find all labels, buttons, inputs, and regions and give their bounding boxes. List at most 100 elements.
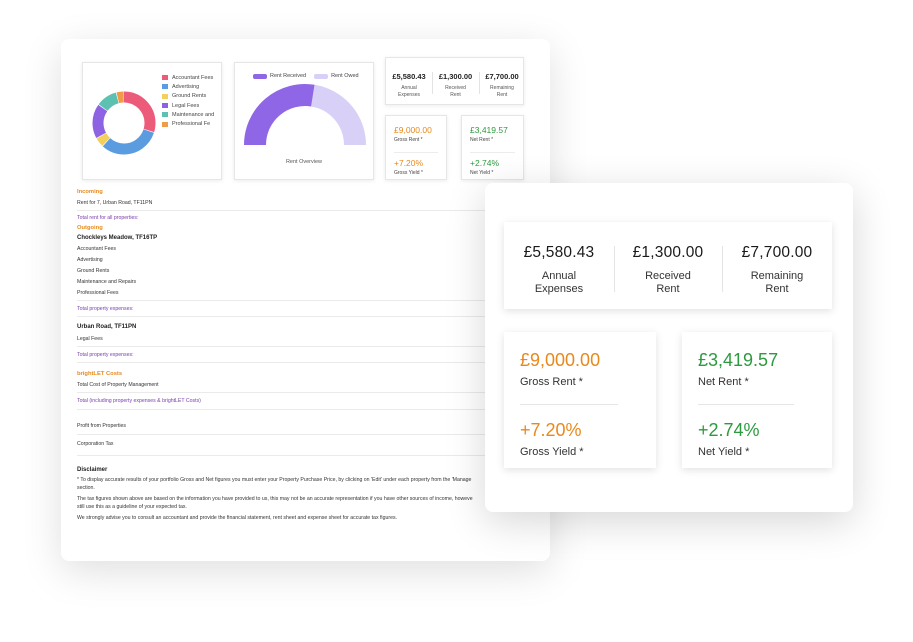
label-line: Expenses (534, 283, 584, 295)
net-yield-value: +2.74% (698, 420, 760, 440)
mini-net-yield-label: Net Yield * (470, 170, 494, 176)
brightlet-row: Total Cost of Property Management (77, 382, 159, 388)
disclaimer-heading: Disclaimer (77, 467, 108, 473)
profit-row: Profit from Properties (77, 423, 127, 429)
donut-slice (92, 91, 156, 155)
gauge-caption: Rent Overview (285, 159, 323, 165)
expense-row: Maintenance and Repairs (77, 279, 137, 285)
mini-net-yield-value: +2.74% (470, 158, 500, 168)
gross-yield: +7.20% Gross Yield * (520, 420, 584, 458)
legend-swatch (314, 73, 329, 79)
legend-label: Advertising (172, 83, 200, 90)
mini-remaining-rent-value: £7,700.00 (485, 72, 519, 81)
legend-swatch (162, 84, 168, 90)
incoming-heading: Incoming (77, 189, 103, 195)
outgoing-heading: Outgoing (77, 225, 103, 231)
divider (722, 246, 723, 292)
divider (77, 346, 537, 347)
gross-rent: £9,000.00 Gross Rent * (520, 350, 600, 388)
property-name: Chockleys Meadow, TF16TP (77, 235, 158, 241)
divider (77, 362, 537, 363)
legend-item: Accountant Fees (162, 73, 214, 82)
mini-received-rent: £1,300.00 Received Rent (432, 58, 479, 104)
legend-item: Legal Fees (162, 101, 214, 110)
legend-swatch (162, 103, 168, 109)
rent-gauge-panel: Rent Received Rent Owed Rent Overview (234, 62, 374, 180)
gross-rent-label: Gross Rent * (520, 376, 583, 388)
corporation-tax-row: Corporation Tax (77, 441, 114, 447)
gauge-legend: Rent Received Rent Owed (253, 73, 367, 79)
annual-expenses-label: Annual Expenses (535, 270, 583, 296)
report-card: Accountant Fees Advertising Ground Rents… (61, 39, 550, 561)
legend-item-received: Rent Received (253, 73, 306, 79)
label-line: Annual (401, 85, 417, 91)
mini-net-rent: £3,419.57 Net Rent * (470, 125, 508, 143)
mini-net-rent-value: £3,419.57 (470, 125, 508, 135)
donut-slice (92, 91, 156, 155)
mini-annual-expenses-label: Annual Expenses (398, 85, 420, 98)
received-rent-label: Received Rent (645, 270, 691, 296)
legend-swatch (162, 121, 168, 127)
divider (394, 152, 438, 153)
net-rent-value: £3,419.57 (698, 350, 779, 370)
label-line: Received (445, 85, 466, 91)
label-line: Rent (656, 283, 680, 295)
disclaimer-text: section. (77, 485, 95, 491)
divider (77, 409, 537, 410)
expenses-donut-chart (92, 91, 156, 155)
legend-item: Advertising (162, 82, 214, 91)
mini-remaining-rent-label: Remaining Rent (490, 85, 514, 98)
mini-gross-yield-label: Gross Yield * (394, 170, 423, 176)
divider (614, 246, 615, 292)
mini-gross-panel: £9,000.00 Gross Rent * +7.20% Gross Yiel… (385, 115, 447, 180)
mini-net-panel: £3,419.57 Net Rent * +2.74% Net Yield * (461, 115, 524, 180)
annual-expenses: £5,580.43 Annual Expenses (504, 222, 614, 309)
mini-gross-yield: +7.20% Gross Yield * (394, 158, 423, 176)
annual-expenses-value: £5,580.43 (523, 244, 595, 261)
remaining-rent: £7,700.00 Remaining Rent (722, 222, 832, 309)
legend-swatch (162, 112, 168, 118)
rent-gauge-chart (244, 84, 366, 146)
total-including-row: Total (including property expenses & bri… (77, 398, 201, 404)
received-rent-value: £1,300.00 (632, 244, 704, 261)
legend-swatch (162, 93, 168, 99)
net-panel: £3,419.57 Net Rent * +2.74% Net Yield * (682, 332, 832, 468)
legend-item: Ground Rents (162, 92, 214, 101)
expense-row: Advertising (77, 257, 103, 263)
mini-gross-rent-value: £9,000.00 (394, 125, 432, 135)
divider (479, 72, 480, 94)
label-line: Received (645, 270, 691, 282)
label-line: Rent (765, 283, 789, 295)
disclaimer-text: The tax figures shown above are based on… (77, 496, 473, 502)
mini-net-yield: +2.74% Net Yield * (470, 158, 499, 176)
label-line: Rent (450, 91, 461, 98)
property-name: Urban Road, TF11PN (77, 324, 137, 330)
mini-gross-yield-value: +7.20% (394, 158, 424, 168)
expenses-donut-panel: Accountant Fees Advertising Ground Rents… (82, 62, 222, 180)
legend-item: Professional Fe (162, 119, 214, 128)
total-property-expenses: Total property expenses: (77, 352, 134, 358)
gross-yield-label: Gross Yield * (520, 446, 584, 458)
disclaimer-text: still use this as a guideline of your ex… (77, 504, 187, 510)
disclaimer-text: We strongly advise you to consult an acc… (77, 515, 397, 521)
donut-slice (92, 91, 156, 155)
label-line: Annual (541, 270, 577, 282)
summary-card: £5,580.43 Annual Expenses £1,300.00 Recei… (485, 183, 853, 512)
legend-label: Rent Received (270, 73, 307, 79)
mini-gross-rent: £9,000.00 Gross Rent * (394, 125, 432, 143)
brightlet-heading: brightLET Costs (77, 371, 123, 377)
mini-gross-rent-label: Gross Rent * (394, 137, 423, 143)
gauge-owed-arc (310, 84, 366, 146)
mini-annual-expenses-value: £5,580.43 (392, 72, 426, 81)
gross-panel: £9,000.00 Gross Rent * +7.20% Gross Yiel… (504, 332, 656, 468)
label-line: Rent (496, 91, 508, 98)
divider (77, 434, 537, 435)
gauge-received-arc (244, 84, 315, 146)
divider (470, 152, 515, 153)
legend-item-owed: Rent Owed (314, 73, 359, 79)
divider (77, 392, 537, 393)
rent-summary-panel: £5,580.43 Annual Expenses £1,300.00 Recei… (504, 222, 832, 309)
received-rent: £1,300.00 Received Rent (614, 222, 722, 309)
mini-remaining-rent: £7,700.00 Remaining Rent (479, 58, 525, 104)
divider (698, 404, 794, 405)
